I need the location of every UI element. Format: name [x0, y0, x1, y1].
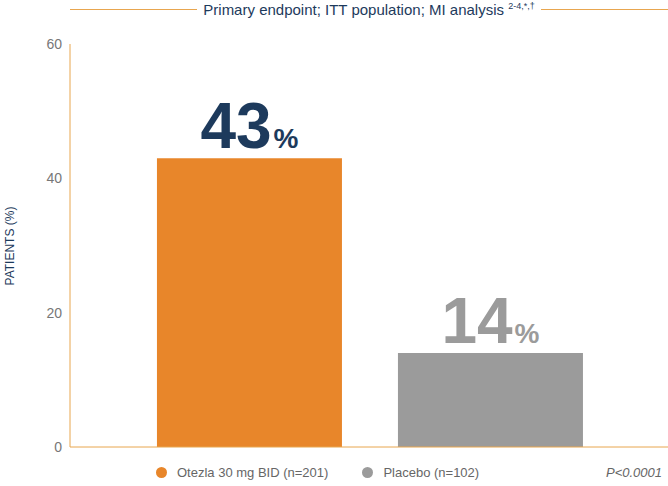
svg-text:14%: 14% — [441, 285, 539, 357]
html-text:Otezla 30 mg BID (n=201): Otezla 30 mg BID (n=201) — [177, 465, 329, 480]
html-text:P<0.0001: P<0.0001 — [606, 465, 662, 480]
html-text:PATIENTS (%): PATIENTS (%) — [3, 206, 17, 286]
svg-text:60: 60 — [46, 36, 62, 52]
svg-text:20: 20 — [46, 305, 62, 321]
svg-text:43%: 43% — [200, 90, 298, 162]
html-text:Primary endpoint; ITT populati: Primary endpoint; ITT population; MI ana… — [203, 0, 535, 18]
svg-text:40: 40 — [46, 170, 62, 186]
html-text:Placebo (n=102): Placebo (n=102) — [383, 465, 480, 480]
svg-text:0: 0 — [54, 439, 62, 455]
